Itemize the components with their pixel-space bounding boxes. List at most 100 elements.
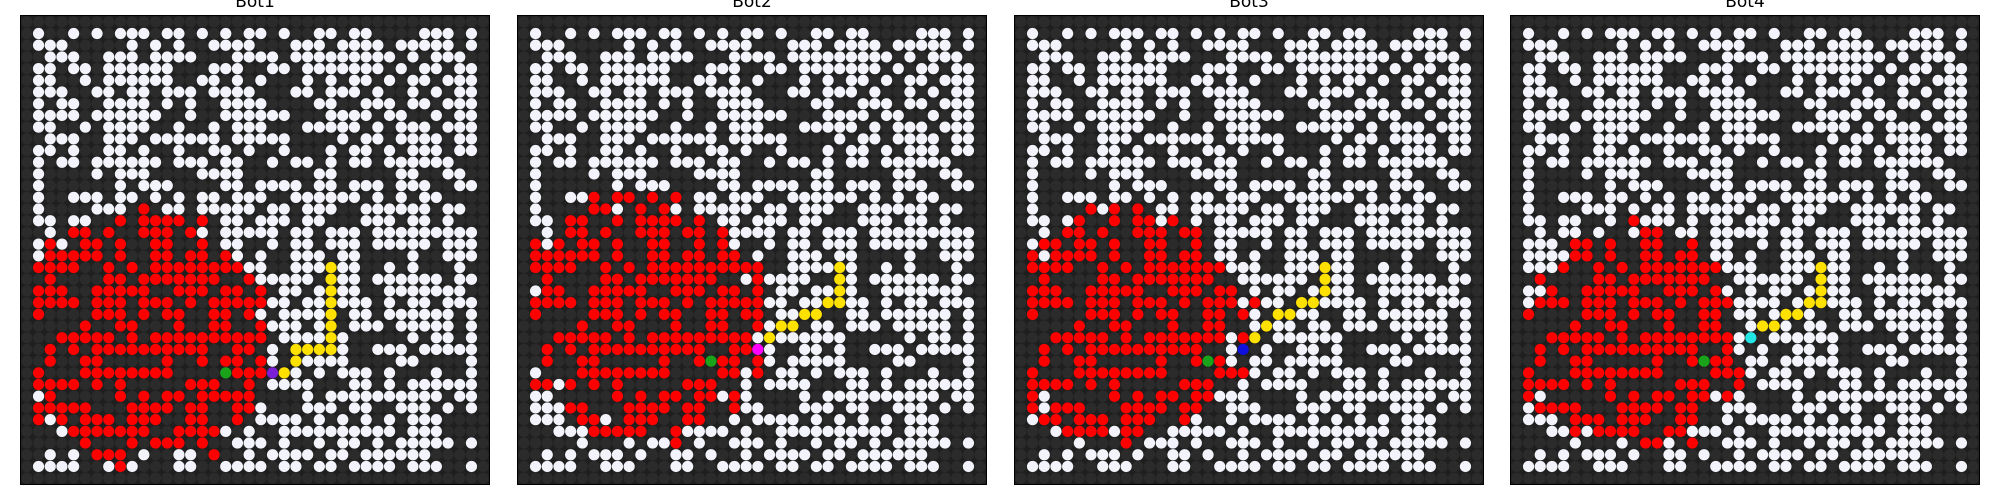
- blocked-cell: [477, 378, 489, 391]
- open-cell: [325, 121, 337, 133]
- open-cell: [1534, 63, 1546, 75]
- open-cell: [1389, 168, 1401, 180]
- blocked-cell: [974, 144, 986, 157]
- blocked-cell: [693, 144, 705, 157]
- open-cell: [430, 156, 442, 168]
- open-cell: [1237, 203, 1249, 215]
- blocked-cell: [255, 168, 267, 180]
- open-cell: [822, 109, 834, 122]
- blocked-cell: [939, 86, 951, 98]
- open-cell: [1389, 343, 1401, 356]
- open-cell: [611, 63, 624, 75]
- blocked-cell: [255, 156, 267, 168]
- blocked-cell: [974, 472, 986, 484]
- blocked-cell: [255, 86, 267, 98]
- open-cell: [1459, 367, 1472, 379]
- blocked-cell: [1448, 16, 1460, 28]
- blocked-cell: [553, 16, 565, 28]
- open-cell: [916, 414, 928, 426]
- open-cell: [529, 63, 542, 75]
- open-cell: [348, 297, 361, 309]
- blocked-cell: [646, 144, 659, 157]
- open-cell: [1401, 156, 1413, 168]
- open-cell: [904, 250, 916, 262]
- blocked-cell: [173, 98, 185, 110]
- fire-cell: [196, 261, 208, 274]
- open-cell: [1331, 332, 1343, 344]
- open-cell: [1202, 191, 1214, 203]
- blocked-cell: [1284, 16, 1296, 28]
- blocked-cell: [1471, 215, 1483, 227]
- open-cell: [465, 355, 478, 367]
- open-cell: [1225, 203, 1238, 215]
- blocked-cell: [173, 367, 185, 379]
- open-cell: [138, 63, 150, 75]
- open-cell: [1284, 261, 1296, 274]
- open-cell: [611, 156, 624, 168]
- open-cell: [939, 226, 951, 239]
- fire-cell: [1155, 226, 1167, 239]
- open-cell: [1097, 74, 1109, 86]
- open-cell: [728, 460, 741, 473]
- blocked-cell: [1307, 86, 1319, 98]
- blocked-cell: [576, 180, 588, 192]
- blocked-cell: [1062, 39, 1074, 51]
- fire-cell: [693, 378, 705, 391]
- open-cell: [705, 191, 717, 203]
- open-cell: [231, 191, 244, 203]
- fire-cell: [670, 273, 682, 285]
- blocked-cell: [553, 180, 565, 192]
- fire-cell: [220, 355, 232, 367]
- fire-cell: [91, 367, 103, 379]
- open-cell: [1296, 261, 1308, 274]
- blocked-cell: [623, 180, 635, 192]
- open-cell: [360, 144, 372, 157]
- open-cell: [1932, 51, 1944, 63]
- fire-cell: [576, 414, 588, 426]
- open-cell: [1366, 86, 1378, 98]
- blocked-cell: [1249, 449, 1261, 461]
- fire-cell: [588, 355, 600, 367]
- blocked-cell: [1249, 343, 1261, 356]
- blocked-cell: [138, 51, 150, 63]
- blocked-cell: [56, 320, 68, 332]
- open-cell: [56, 39, 68, 51]
- blocked-cell: [974, 226, 986, 239]
- open-cell: [1319, 402, 1331, 414]
- open-cell: [348, 144, 361, 157]
- open-cell: [91, 156, 103, 168]
- fire-cell: [1143, 402, 1156, 414]
- blocked-cell: [255, 63, 267, 75]
- open-cell: [243, 121, 255, 133]
- open-cell: [565, 27, 577, 40]
- open-cell: [149, 156, 162, 168]
- blocked-cell: [787, 121, 799, 133]
- blocked-cell: [302, 109, 314, 122]
- open-cell: [32, 63, 45, 75]
- blocked-cell: [1132, 378, 1144, 391]
- open-cell: [1401, 203, 1413, 215]
- open-cell: [623, 86, 635, 98]
- open-cell: [1459, 355, 1472, 367]
- open-cell: [951, 261, 963, 274]
- open-cell: [1097, 156, 1109, 168]
- open-cell: [266, 355, 279, 367]
- blocked-cell: [173, 226, 185, 239]
- blocked-cell: [1534, 16, 1546, 28]
- blocked-cell: [1179, 238, 1191, 250]
- open-cell: [880, 74, 893, 86]
- blocked-cell: [91, 437, 103, 449]
- blocked-cell: [1377, 332, 1390, 344]
- blocked-cell: [1120, 378, 1132, 391]
- open-cell: [1436, 156, 1448, 168]
- blocked-cell: [1073, 308, 1085, 320]
- blocked-cell: [1307, 16, 1319, 28]
- fire-cell: [44, 355, 56, 367]
- open-cell: [1062, 51, 1074, 63]
- open-cell: [635, 156, 647, 168]
- blocked-cell: [880, 472, 893, 484]
- blocked-cell: [290, 203, 302, 215]
- fire-cell: [243, 343, 255, 356]
- blocked-cell: [1296, 437, 1308, 449]
- blocked-cell: [1342, 472, 1355, 484]
